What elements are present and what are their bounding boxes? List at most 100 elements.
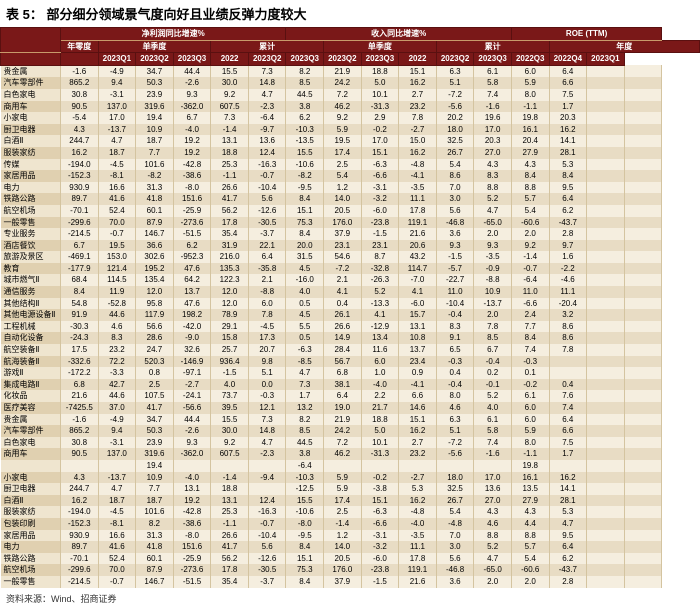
- data-cell: [624, 332, 662, 344]
- data-cell: 21.6: [399, 576, 437, 588]
- corner-cell: [1, 28, 61, 53]
- data-cell: 8.0: [511, 89, 549, 101]
- data-cell: 18.8: [211, 483, 249, 495]
- data-cell: 12.0: [211, 286, 249, 298]
- data-cell: 9.5: [549, 182, 587, 194]
- data-cell: -65.0: [474, 217, 512, 229]
- data-cell: 16.2: [61, 147, 99, 159]
- table-row: 小家电-5.417.019.46.77.3-6.46.29.22.97.820.…: [1, 112, 700, 124]
- data-cell: 0.5: [286, 298, 324, 310]
- header-col: 2023Q1: [587, 53, 625, 66]
- data-cell: [624, 147, 662, 159]
- data-cell: 16.2: [399, 77, 437, 89]
- data-cell: [587, 425, 625, 437]
- data-cell: -4.1: [399, 170, 437, 182]
- header-group: 收入同比增速%: [286, 28, 511, 41]
- data-cell: 18.0: [436, 472, 474, 484]
- data-cell: 12.4: [248, 495, 286, 507]
- data-cell: 12.4: [248, 147, 286, 159]
- data-cell: 72.2: [98, 356, 136, 368]
- data-cell: 34.7: [136, 65, 174, 77]
- data-cell: [624, 367, 662, 379]
- data-cell: 73.7: [211, 390, 249, 402]
- data-cell: 5.2: [474, 541, 512, 553]
- data-cell: 5.6: [436, 553, 474, 565]
- data-cell: 30.8: [61, 89, 99, 101]
- data-cell: 195.2: [136, 263, 174, 275]
- data-cell: -2.7: [173, 379, 211, 391]
- data-cell: -70.1: [61, 553, 99, 565]
- data-cell: -13.3: [361, 298, 399, 310]
- data-cell: 25.7: [211, 344, 249, 356]
- table-row: 电力89.741.641.8151.641.75.68.414.0-3.211.…: [1, 541, 700, 553]
- data-cell: 5.9: [324, 124, 362, 136]
- data-cell: 11.0: [436, 286, 474, 298]
- row-label: 白色家电: [1, 89, 61, 101]
- data-cell: -5.4: [61, 112, 99, 124]
- data-cell: 8.4: [286, 228, 324, 240]
- data-cell: 28.1: [549, 147, 587, 159]
- data-cell: 6.7: [61, 240, 99, 252]
- data-cell: 2.0: [474, 228, 512, 240]
- data-cell: [98, 460, 136, 472]
- row-label: 铁路公路: [1, 193, 61, 205]
- data-cell: [624, 240, 662, 252]
- row-label: 铁路公路: [1, 553, 61, 565]
- data-cell: -4.8: [399, 159, 437, 171]
- data-cell: -0.4: [474, 356, 512, 368]
- header-col: 2023Q2: [136, 53, 174, 66]
- data-cell: [587, 112, 625, 124]
- data-cell: 8.8: [474, 530, 512, 542]
- data-cell: 16.2: [549, 472, 587, 484]
- row-label: 白酒Ⅱ: [1, 135, 61, 147]
- data-cell: 37.9: [324, 576, 362, 588]
- data-cell: 7.2: [324, 437, 362, 449]
- data-cell: 9.3: [436, 240, 474, 252]
- data-cell: 0.9: [399, 367, 437, 379]
- data-cell: -6.3: [286, 344, 324, 356]
- data-cell: 13.5: [511, 483, 549, 495]
- data-cell: 26.6: [211, 530, 249, 542]
- data-cell: 12.0: [211, 298, 249, 310]
- data-cell: 146.7: [136, 576, 174, 588]
- data-cell: -0.2: [511, 379, 549, 391]
- data-cell: 1.2: [324, 530, 362, 542]
- row-label: 汽车零部件: [1, 77, 61, 89]
- data-cell: 319.6: [136, 448, 174, 460]
- data-cell: 9.3: [474, 240, 512, 252]
- data-cell: -35.8: [248, 263, 286, 275]
- data-cell: [624, 251, 662, 263]
- data-cell: -194.0: [61, 506, 99, 518]
- data-cell: 54.8: [61, 298, 99, 310]
- row-label: 自动化设备: [1, 332, 61, 344]
- data-cell: 5.3: [399, 483, 437, 495]
- data-cell: [587, 228, 625, 240]
- data-cell: -172.2: [61, 367, 99, 379]
- data-cell: -51.5: [173, 228, 211, 240]
- data-cell: 19.8: [511, 460, 549, 472]
- data-cell: 16.2: [549, 124, 587, 136]
- data-cell: -2.3: [248, 101, 286, 113]
- data-cell: 7.2: [324, 89, 362, 101]
- data-cell: -332.6: [61, 356, 99, 368]
- data-cell: 6.2: [286, 112, 324, 124]
- data-cell: 6.6: [549, 425, 587, 437]
- data-cell: -10.4: [248, 182, 286, 194]
- row-label: 通信服务: [1, 286, 61, 298]
- data-cell: -0.3: [511, 356, 549, 368]
- data-cell: [587, 77, 625, 89]
- table-row: 包装印刷-152.3-8.18.2-38.6-1.1-0.7-8.0-1.4-6…: [1, 518, 700, 530]
- data-cell: 3.0: [436, 193, 474, 205]
- data-cell: -7425.5: [61, 402, 99, 414]
- data-cell: -16.3: [248, 506, 286, 518]
- data-cell: -26.3: [361, 274, 399, 286]
- data-cell: 25.3: [211, 159, 249, 171]
- data-cell: 25.3: [211, 506, 249, 518]
- table-title: 表 5： 部分细分领域景气度向好且业绩反弹力度较大: [0, 0, 700, 27]
- data-cell: [624, 193, 662, 205]
- data-cell: 24.2: [324, 77, 362, 89]
- data-cell: 5.4: [436, 159, 474, 171]
- data-cell: 4.5: [286, 309, 324, 321]
- data-cell: [624, 298, 662, 310]
- data-cell: 9.4: [98, 77, 136, 89]
